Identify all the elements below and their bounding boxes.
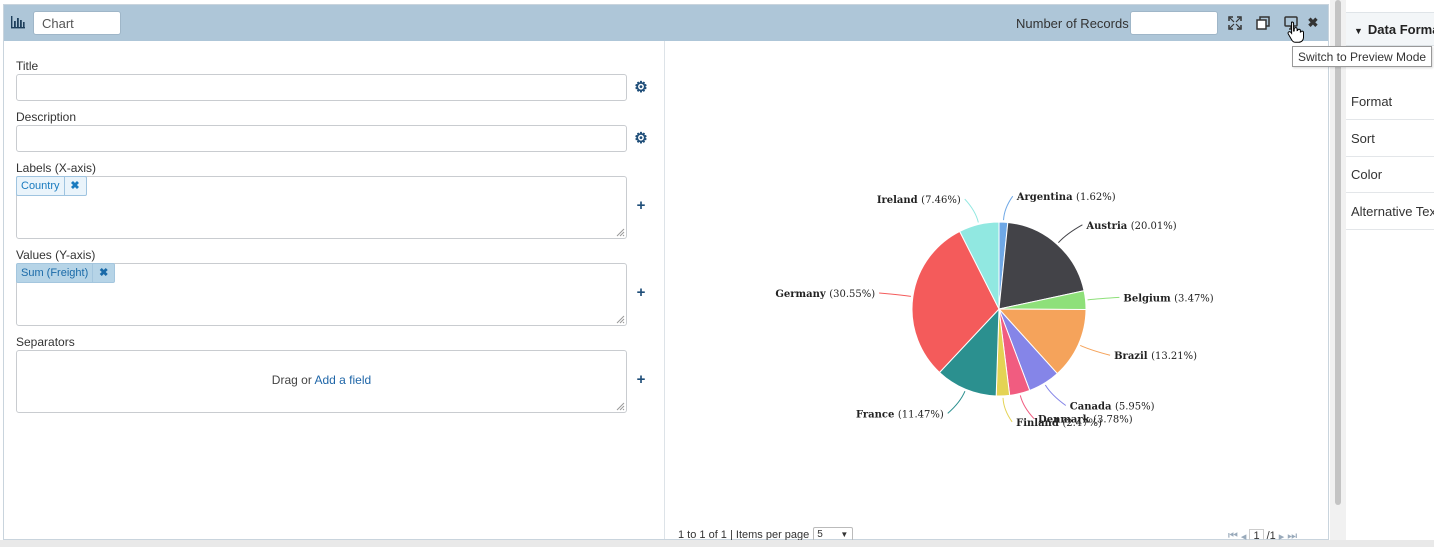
slice-label-ireland: Ireland (7.46%) [877, 195, 961, 206]
vertical-scrollbar[interactable] [1330, 0, 1346, 540]
connector-france [947, 391, 966, 414]
slice-label-france: France (11.47%) [856, 409, 944, 420]
sum-freight-chip-label: Sum (Freight) [21, 267, 89, 279]
prev-page-icon[interactable]: ◂ [1240, 530, 1247, 543]
title-settings-gear-icon[interactable]: ⚙ [634, 79, 648, 96]
chart-widget: Chart Number of Records ✖ Title ⚙ Descri… [3, 4, 1329, 543]
properties-panel: ▼ Data Format Format Sort Color Alternati… [1346, 0, 1434, 540]
duplicate-icon[interactable] [1255, 15, 1271, 31]
page-total: /1 [1266, 530, 1276, 542]
values-dropzone[interactable] [16, 263, 627, 326]
bar-chart-icon [11, 16, 25, 29]
connector-austria [1058, 224, 1083, 244]
scrollbar-thumb[interactable] [1335, 0, 1341, 505]
connector-canada [1044, 384, 1067, 406]
pie-slice-austria[interactable] [998, 221, 1085, 310]
panel-item-sort[interactable]: Sort [1346, 120, 1434, 157]
add-value-plus-icon[interactable]: + [636, 284, 646, 301]
remove-country-icon[interactable]: ✖ [63, 177, 86, 195]
separators-dropzone[interactable]: Drag or Add a field [16, 350, 627, 413]
slice-label-canada: Canada (5.95%) [1070, 401, 1155, 412]
labels-dropzone[interactable] [16, 176, 627, 239]
hand-cursor-icon [1287, 21, 1304, 43]
title-label: Title [16, 59, 39, 73]
drag-text: Drag or [271, 373, 312, 387]
connector-germany [879, 292, 911, 297]
pager-text: 1 to 1 of 1 | Items per page [678, 529, 810, 541]
connector-finland [1002, 397, 1013, 423]
description-input[interactable] [16, 125, 627, 152]
connector-ireland [964, 198, 979, 223]
caret-down-icon: ▼ [1354, 26, 1363, 36]
add-field-link[interactable]: Add a field [314, 373, 372, 387]
add-label-plus-icon[interactable]: + [636, 197, 646, 214]
connector-argentina [1003, 195, 1014, 221]
panel-item-format[interactable]: Format [1346, 83, 1434, 120]
remove-sum-freight-icon[interactable]: ✖ [92, 264, 114, 282]
resize-handle-icon[interactable] [616, 402, 625, 411]
slice-label-denmark: Denmark (3.78%) [1038, 415, 1133, 426]
records-label: Number of Records [1016, 16, 1129, 31]
records-input[interactable] [1130, 11, 1218, 35]
slice-label-austria: Austria (20.01%) [1085, 221, 1176, 232]
dropdown-arrow-icon: ▼ [840, 530, 849, 539]
close-icon[interactable]: ✖ [1307, 15, 1319, 30]
add-separator-plus-icon[interactable]: + [636, 371, 646, 388]
data-format-header[interactable]: ▼ Data Format [1346, 12, 1434, 46]
resize-handle-icon[interactable] [616, 228, 625, 237]
pie-chart: Argentina (1.62%) Austria (20.01%) Belgium… [775, 192, 1213, 429]
pager: 1 to 1 of 1 | Items per page 5 ▼ [678, 527, 854, 543]
labels-axis-label: Labels (X-axis) [16, 161, 97, 175]
chart-preview: Argentina (1.62%) Austria (20.01%) Belgium… [666, 41, 1328, 543]
fullscreen-icon[interactable] [1227, 15, 1243, 31]
country-chip-label: Country [21, 180, 60, 192]
description-settings-gear-icon[interactable]: ⚙ [634, 130, 648, 147]
pie-slice-ireland[interactable] [959, 221, 1000, 310]
widget-header: Chart Number of Records ✖ [4, 5, 1328, 41]
pie-slice-france[interactable] [938, 307, 1000, 397]
chart-name-input[interactable]: Chart [33, 11, 121, 35]
resize-handle-icon[interactable] [616, 315, 625, 324]
drag-hint: Drag or Add a field [17, 373, 626, 387]
connector-brazil [1080, 344, 1111, 356]
title-input[interactable] [16, 74, 627, 101]
country-chip[interactable]: Country ✖ [16, 176, 87, 196]
first-page-icon[interactable]: ⏮ [1228, 529, 1238, 542]
chart-config-form: Title ⚙ Description ⚙ Labels (X-axis) + … [4, 41, 665, 539]
connector-belgium [1087, 296, 1120, 301]
pie-slice-brazil[interactable] [997, 308, 1087, 375]
last-page-icon[interactable]: ⏭ [1287, 529, 1298, 542]
slice-label-belgium: Belgium (3.47%) [1123, 293, 1213, 304]
slice-label-argentina: Argentina (1.62%) [1016, 192, 1116, 203]
preview-mode-tooltip: Switch to Preview Mode [1292, 46, 1432, 67]
next-page-icon[interactable]: ▸ [1278, 530, 1285, 543]
data-format-title: Data Format [1367, 22, 1434, 37]
description-label: Description [16, 110, 77, 124]
panel-item-alternative-text[interactable]: Alternative Text [1346, 193, 1434, 230]
items-per-page-value: 5 [817, 529, 823, 540]
slice-label-brazil: Brazil (13.21%) [1114, 351, 1197, 362]
panel-item-color[interactable]: Color [1346, 156, 1434, 193]
horizontal-scrollbar[interactable] [0, 540, 1434, 547]
slice-label-germany: Germany (30.55%) [775, 289, 875, 300]
connector-denmark [1019, 395, 1035, 420]
sum-freight-chip[interactable]: Sum (Freight) ✖ [16, 263, 116, 283]
separators-label: Separators [16, 335, 75, 349]
slice-label-finland: Finland (2.47%) [1016, 418, 1102, 429]
values-axis-label: Values (Y-axis) [16, 248, 96, 262]
